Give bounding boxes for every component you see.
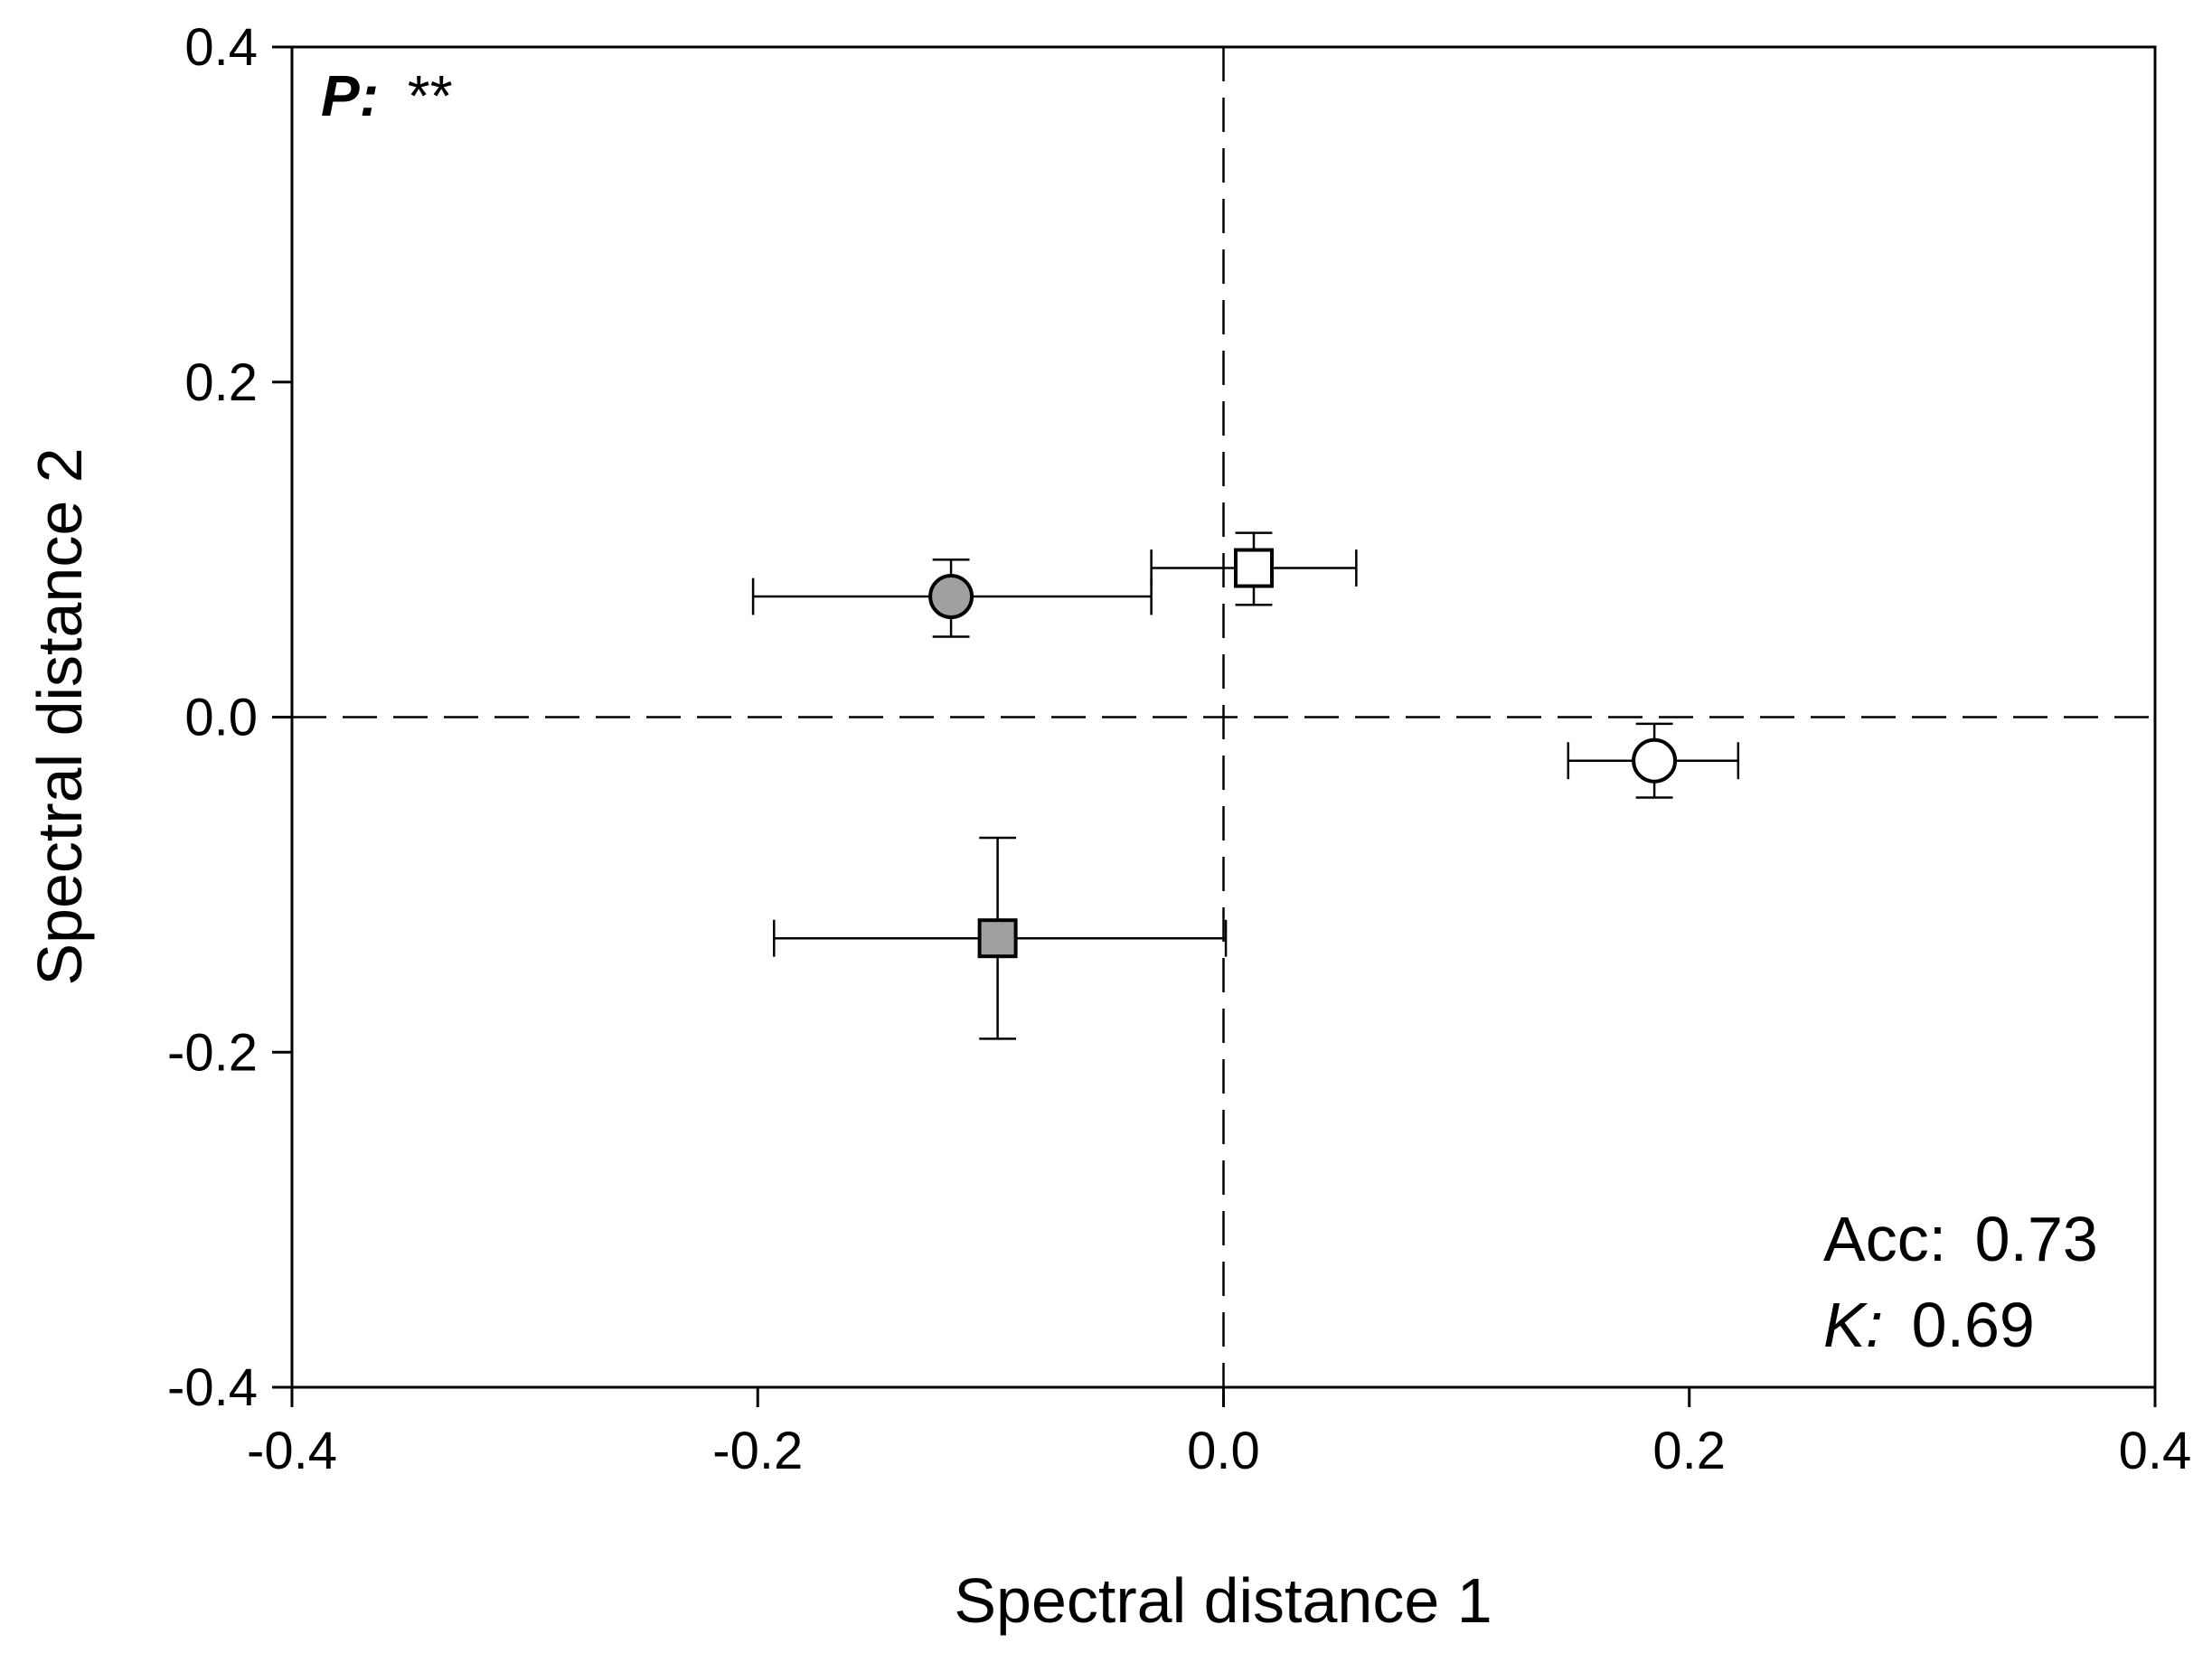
data-point-circle <box>928 574 974 620</box>
x-tick-label: -0.4 <box>247 1422 337 1480</box>
k-label: K: <box>1823 1290 1883 1360</box>
acc-value: 0.73 <box>1975 1204 2098 1274</box>
x-tick-label: 0.2 <box>1652 1422 1726 1480</box>
y-tick-label: -0.2 <box>167 1023 258 1082</box>
y-tick-label: 0.0 <box>184 689 258 747</box>
y-tick-label: 0.2 <box>184 353 258 412</box>
axis-ticks: -0.4 -0.2 0.0 0.2 0.4 0.4 0.2 0.0 -0.2 -0.4 <box>167 18 2191 1480</box>
y-tick-label: -0.4 <box>167 1358 258 1417</box>
p-annotation: P: ** <box>321 63 453 128</box>
x-axis-title: Spectral distance 1 <box>954 1565 1492 1636</box>
k-annotation: K: 0.69 <box>1823 1290 2035 1360</box>
data-point-square <box>977 918 1018 959</box>
data-markers <box>928 548 1678 959</box>
acc-label: Acc: <box>1823 1204 1946 1274</box>
error-bars <box>751 531 1740 1040</box>
x-tick-label: -0.2 <box>712 1422 803 1480</box>
data-point-circle <box>1632 737 1678 784</box>
p-value: ** <box>408 63 453 128</box>
p-label: P: <box>321 63 379 128</box>
x-tick-label: 0.4 <box>2119 1422 2192 1480</box>
y-tick-label: 0.4 <box>184 18 258 77</box>
data-point-square <box>1233 548 1274 588</box>
x-tick-label: 0.0 <box>1187 1422 1260 1480</box>
reference-lines <box>292 47 2155 1387</box>
acc-annotation: Acc: 0.73 <box>1823 1204 2098 1274</box>
k-value: 0.69 <box>1912 1290 2035 1360</box>
y-axis-title: Spectral distance 2 <box>24 447 95 985</box>
